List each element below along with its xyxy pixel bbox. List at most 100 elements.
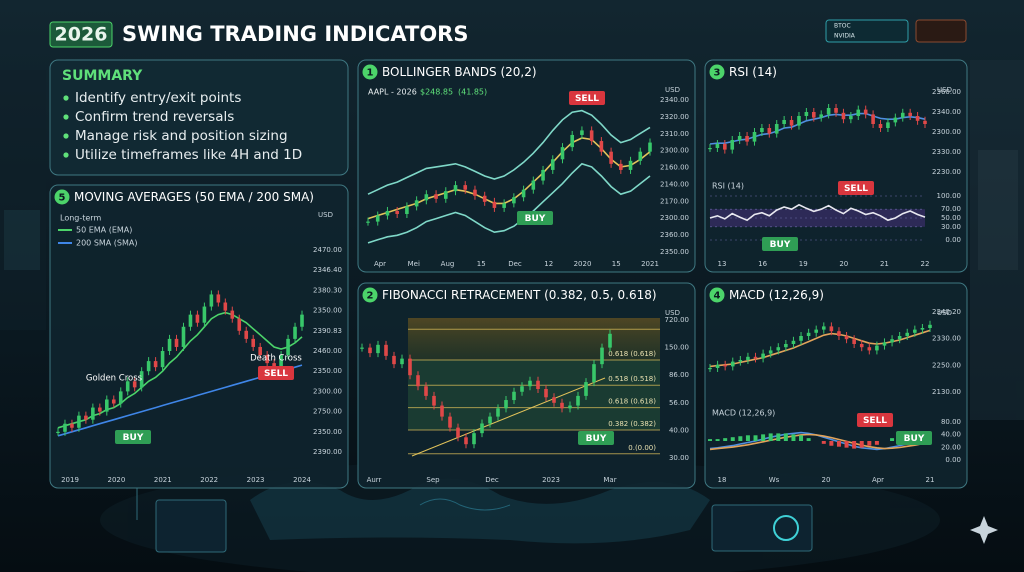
signal-badge [517, 211, 553, 225]
candle-body [512, 391, 516, 401]
candle-body [188, 314, 193, 327]
candle-body [782, 120, 786, 124]
candle-body [797, 116, 801, 126]
price-label: 2360.00 [932, 88, 961, 96]
x-tick-label: 22 [921, 260, 930, 268]
candle-body [472, 433, 476, 445]
candle-body [544, 389, 548, 398]
histogram-bar [783, 433, 788, 441]
histogram-bar [708, 439, 712, 441]
candle-body [360, 347, 364, 349]
candle-body [414, 200, 419, 207]
x-tick-label: Apr [374, 260, 386, 268]
x-tick-label: 12 [544, 260, 553, 268]
y-tick-label: 0.00 [945, 236, 961, 244]
x-tick-label: 2023 [247, 476, 265, 484]
panel-number-badge [362, 64, 378, 80]
summary-item: Confirm trend reversals [75, 109, 234, 125]
candle-body [576, 395, 580, 406]
x-tick-label: 2021 [641, 260, 659, 268]
candle-body [849, 116, 853, 120]
candle-body [715, 364, 720, 368]
panel-text: (41.85) [458, 88, 487, 97]
candle-body [774, 124, 779, 134]
unit-label: USD [665, 309, 680, 317]
price-label: 2160.00 [660, 164, 689, 172]
candle-body [821, 326, 826, 330]
signal-badge [762, 237, 798, 251]
histogram-bar [715, 439, 720, 441]
ticker-name: BTOC [834, 23, 851, 30]
panel-number-badge [362, 287, 378, 303]
fib-label: 0.382 (0.382) [608, 420, 656, 428]
candle-body [619, 163, 623, 170]
candle-body [392, 355, 396, 365]
candle-body [761, 353, 765, 359]
signal-badge [896, 431, 932, 445]
candle-body [599, 141, 604, 152]
candle-body [384, 344, 388, 356]
candle-body [432, 395, 436, 406]
candle-body [923, 120, 927, 124]
panel-title: MOVING AVERAGES (50 EMA / 200 SMA) [74, 190, 314, 204]
candle-body [405, 206, 409, 214]
candle-body [570, 134, 575, 148]
panels: 1 BOLLINGER BANDS (20,2) USD AAPL - 2026 $24… [49, 59, 968, 489]
summary-item: Manage risk and position sizing [75, 128, 288, 144]
histogram-bar [844, 441, 849, 448]
histogram-bar [806, 438, 811, 441]
price-label: 2320.00 [660, 113, 689, 121]
series-line [57, 311, 303, 429]
candle-body [463, 185, 468, 190]
panel-number: 2 [367, 291, 374, 302]
price-label: 80.00 [941, 418, 961, 426]
histogram-bar [723, 438, 728, 441]
candle-body [890, 339, 894, 343]
x-tick-label: 19 [799, 260, 808, 268]
panel-frame [49, 184, 349, 489]
histogram-bar [821, 441, 826, 444]
panel-number: 1 [367, 68, 374, 79]
indicator-panel: 4 MACD (12,26,9) USD MACD (12,26,9) 2340.20 2… [704, 282, 968, 489]
price-label: 2340.00 [932, 108, 961, 116]
legend-label: 200 SMA (SMA) [76, 239, 138, 248]
candle-body [584, 382, 588, 396]
x-tick-label: Aurr [367, 476, 382, 484]
panel-number: 5 [59, 193, 66, 204]
candle-body [456, 427, 460, 438]
histogram-bar [776, 433, 781, 441]
histogram-bar [867, 441, 872, 446]
candle-body [841, 112, 846, 120]
candle-body [592, 364, 596, 383]
summary-title: SUMMARY [62, 68, 143, 84]
bullet [63, 95, 69, 101]
price-label: 20.00 [941, 443, 961, 451]
candle-body [767, 128, 772, 134]
indicator-panel: 5 MOVING AVERAGES (50 EMA / 200 SMA) USD Lo… [49, 184, 349, 489]
candle-body [552, 397, 556, 403]
signal-badge [258, 366, 294, 380]
candle-body [230, 310, 235, 319]
fib-label: 0.618 (0.618) [608, 350, 656, 358]
price-label: 0.00 [945, 456, 961, 464]
series-line [367, 162, 651, 244]
signal-badge [578, 431, 614, 445]
summary-list: Identify entry/exit points Confirm trend … [63, 90, 302, 163]
candle-body [98, 407, 102, 412]
price-label: 2350.00 [313, 428, 342, 436]
histogram-bar [829, 441, 834, 446]
histogram-bar [852, 441, 857, 449]
price-label: 2360.00 [660, 231, 689, 239]
candle-body [368, 347, 372, 354]
indicator-panel: 2 FIBONACCI RETRACEMENT (0.382, 0.5, 0.61… [357, 282, 696, 489]
unit-label: USD [937, 86, 952, 94]
x-tick-label: 2019 [61, 476, 79, 484]
price-label: 2300.00 [660, 147, 689, 155]
gauge [773, 515, 799, 541]
candle-body [293, 326, 297, 339]
candle-body [443, 191, 448, 199]
summary-item: Utilize timeframes like 4H and 1D [75, 147, 302, 163]
unit-label: USD [665, 86, 680, 94]
